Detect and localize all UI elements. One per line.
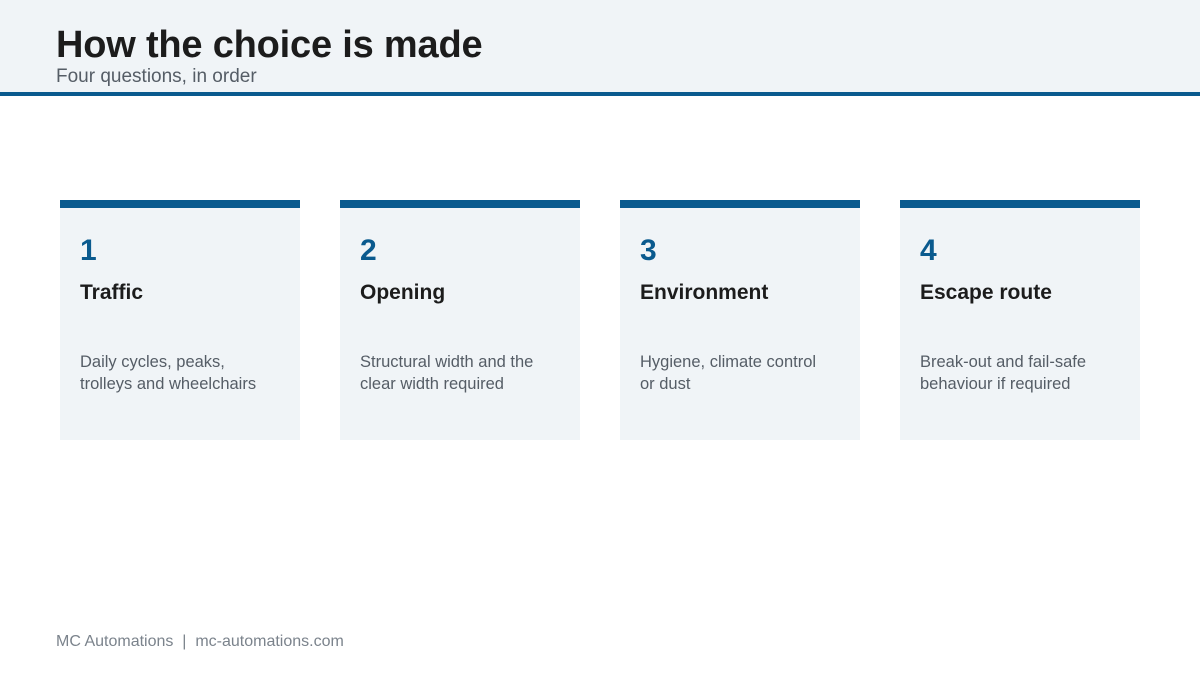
card-description-line: clear width required (360, 375, 504, 393)
card-description: Hygiene, climate control or dust (640, 351, 845, 395)
question-card-traffic: 1 Traffic Daily cycles, peaks, trolleys … (60, 200, 300, 440)
card-description-line: Structural width and the (360, 353, 534, 371)
header-band: How the choice is made Four questions, i… (0, 0, 1200, 96)
card-description: Daily cycles, peaks, trolleys and wheelc… (80, 351, 285, 395)
card-description: Break-out and fail-safe behaviour if req… (920, 351, 1125, 395)
question-cards: 1 Traffic Daily cycles, peaks, trolleys … (60, 200, 1140, 440)
card-number: 3 (640, 234, 657, 267)
question-card-opening: 2 Opening Structural width and the clear… (340, 200, 580, 440)
question-card-environment: 3 Environment Hygiene, climate control o… (620, 200, 860, 440)
card-description: Structural width and the clear width req… (360, 351, 565, 395)
card-description-line: behaviour if required (920, 375, 1071, 393)
card-description-line: Break-out and fail-safe (920, 353, 1087, 371)
page-subtitle: Four questions, in order (56, 66, 257, 87)
card-title: Traffic (80, 281, 144, 304)
card-title: Environment (640, 281, 769, 304)
page-title: How the choice is made (56, 24, 483, 66)
card-number: 2 (360, 234, 377, 267)
card-title: Escape route (920, 281, 1052, 304)
card-description-line: Daily cycles, peaks, (80, 353, 225, 371)
card-number: 4 (920, 234, 937, 267)
question-card-escape-route: 4 Escape route Break-out and fail-safe b… (900, 200, 1140, 440)
footer-credit: MC Automations | mc-automations.com (56, 633, 344, 650)
card-number: 1 (80, 234, 97, 267)
card-description-line: trolleys and wheelchairs (80, 375, 257, 393)
card-description-line: or dust (640, 375, 691, 393)
card-description-line: Hygiene, climate control (640, 353, 817, 371)
card-title: Opening (360, 281, 446, 304)
